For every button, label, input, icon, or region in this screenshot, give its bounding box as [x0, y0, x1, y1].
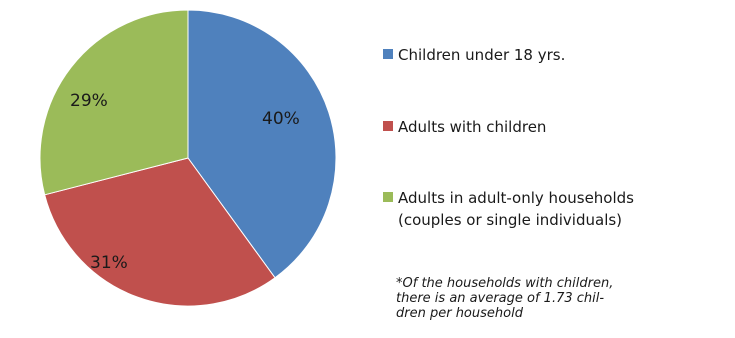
- legend-label-adults-only-line2: (couples or single individuals): [398, 211, 623, 229]
- footnote-line-2: there is an average of 1.73 chil-: [396, 291, 605, 306]
- slice-label-adults-only: 29%: [70, 91, 108, 111]
- legend-label-adults-only: Adults in adult-only households (couples…: [398, 187, 634, 231]
- legend-item-adults-with-children: Adults with children: [383, 116, 546, 138]
- footnote-line-3: dren per household: [396, 306, 523, 321]
- legend-label-adults-with-children: Adults with children: [398, 118, 547, 136]
- slice-adults-with-children: [44, 157, 276, 307]
- legend-item-children: Children under 18 yrs.: [383, 44, 565, 66]
- legend-label-adults-only-line1: Adults in adult-only households: [398, 189, 634, 207]
- legend-swatch-adults-only: [383, 192, 393, 202]
- legend-swatch-adults-with-children: [383, 121, 393, 131]
- legend-swatch-children: [383, 49, 393, 59]
- legend-label-children: Children under 18 yrs.: [398, 46, 566, 64]
- footnote-line-1: *Of the households with children,: [396, 276, 614, 291]
- slice-label-children: 40%: [262, 109, 300, 129]
- slice-label-adults-with-children: 31%: [90, 253, 128, 273]
- slice-children: [187, 9, 337, 279]
- footnote: *Of the households with children, there …: [396, 276, 726, 321]
- pie-slices: [39, 9, 337, 307]
- legend-item-adults-only: Adults in adult-only households (couples…: [383, 187, 634, 231]
- pie-chart: 40% 31% 29%: [39, 9, 337, 307]
- slice-adults-only: [39, 9, 189, 196]
- pie-labels: 40% 31% 29%: [70, 91, 300, 273]
